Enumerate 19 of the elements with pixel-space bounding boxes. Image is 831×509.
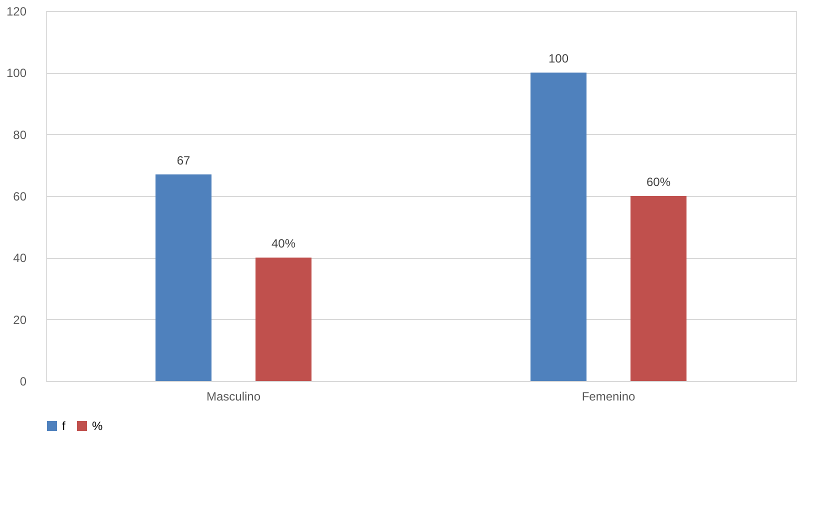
y-tick-label: 0 — [20, 374, 27, 388]
bar — [256, 258, 312, 381]
bar — [530, 72, 586, 381]
x-tick-label: Masculino — [206, 390, 261, 404]
bar — [630, 196, 686, 381]
y-tick-label: 60 — [13, 190, 27, 204]
data-label: 40% — [271, 236, 296, 251]
y-tick-label: 120 — [6, 4, 27, 18]
y-tick-label: 20 — [13, 312, 27, 327]
legend-label: % — [92, 419, 103, 433]
data-label: 60% — [646, 175, 671, 189]
data-label: 67 — [176, 153, 190, 168]
x-tick-label: Femenino — [582, 390, 636, 404]
y-tick-label: 40 — [13, 251, 27, 266]
bar — [156, 174, 212, 381]
data-label: 100 — [548, 52, 569, 66]
y-tick-label: 100 — [6, 66, 27, 80]
y-tick-label: 80 — [13, 128, 27, 142]
legend-label: f — [62, 419, 66, 433]
